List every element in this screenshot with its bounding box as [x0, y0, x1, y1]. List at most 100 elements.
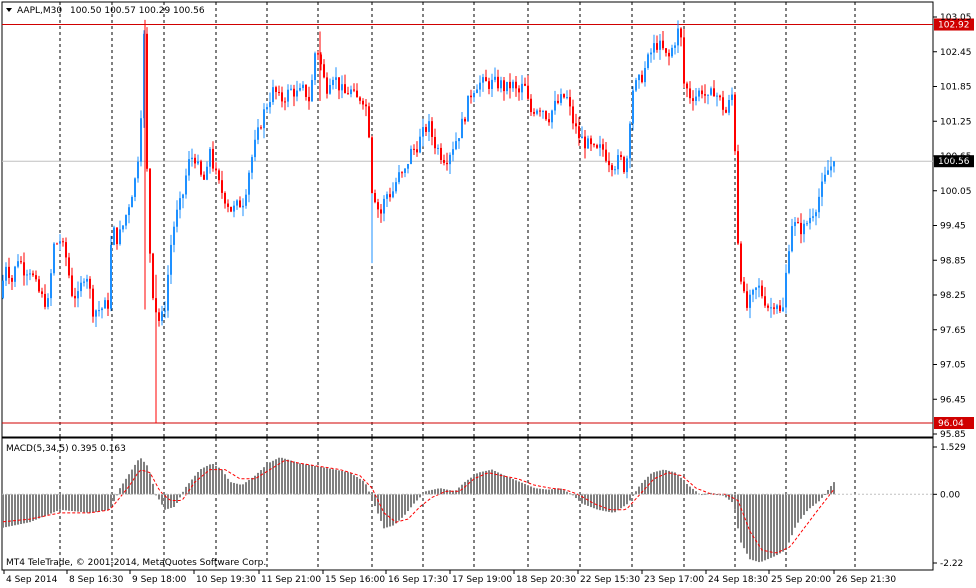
candle-body: [782, 307, 784, 312]
macd-bar: [326, 468, 328, 495]
candle-body: [662, 40, 664, 49]
macd-bar: [770, 494, 772, 558]
candle-body: [224, 192, 226, 204]
candle-body: [218, 170, 220, 181]
macd-bar: [239, 484, 241, 495]
candle-body: [17, 261, 19, 267]
macd-bar: [137, 460, 139, 495]
candle-body: [209, 148, 211, 167]
candle-body: [554, 100, 556, 111]
candle-body: [14, 266, 16, 282]
candle-body: [389, 194, 391, 198]
macd-bar: [404, 494, 406, 515]
candle-body: [731, 94, 733, 101]
macd-bar: [554, 488, 556, 495]
vertical-grid: [59, 2, 856, 437]
candle-body: [392, 191, 394, 198]
level-label-box: [934, 416, 974, 429]
candle-body: [248, 172, 250, 195]
macd-bar: [284, 458, 286, 495]
candle-body: [674, 45, 676, 48]
candle-body: [536, 110, 538, 114]
macd-bar: [143, 461, 145, 495]
candle-body: [683, 37, 685, 84]
candle-body: [755, 287, 757, 290]
macd-bar: [800, 494, 802, 519]
candle-body: [632, 90, 634, 124]
candle-body: [146, 33, 148, 169]
candle-body: [443, 159, 445, 163]
candle-body: [617, 155, 619, 170]
candle-body: [518, 88, 520, 93]
candle-body: [686, 83, 688, 89]
macd-bar: [815, 494, 817, 504]
candle-body: [827, 170, 829, 175]
bid-label: 100.56: [938, 157, 970, 167]
candle-body: [284, 101, 286, 103]
candle-body: [299, 87, 301, 91]
candle-body: [89, 278, 91, 289]
macd-bar: [737, 494, 739, 529]
ohlc-label: 100.50 100.57 100.29 100.56: [70, 6, 205, 16]
macd-bar: [689, 486, 691, 495]
candle-body: [305, 84, 307, 97]
macd-bar: [386, 494, 388, 528]
candle-body: [398, 172, 400, 183]
macd-bar: [269, 462, 271, 495]
macd-bar: [584, 494, 586, 505]
time-label: 24 Sep 18:30: [708, 575, 768, 585]
candle-body: [374, 193, 376, 203]
candle-body: [434, 136, 436, 149]
macd-bar: [329, 468, 331, 495]
macd-bar: [686, 483, 688, 495]
candle-body: [503, 80, 505, 92]
candle-body: [725, 109, 727, 113]
candle-body: [500, 80, 502, 89]
candle-body: [656, 43, 658, 50]
macd-bar: [674, 472, 676, 495]
macd-bar: [80, 494, 82, 512]
candle-body: [386, 194, 388, 199]
candle-body: [140, 118, 142, 162]
candle-body: [449, 154, 451, 165]
macd-bar: [788, 494, 790, 543]
macd-bar: [59, 494, 61, 510]
macd-bar: [743, 494, 745, 549]
candle-body: [620, 155, 622, 158]
candle-body: [110, 244, 112, 309]
macd-bar: [245, 482, 247, 495]
macd-bar: [275, 459, 277, 495]
macd-bar: [542, 489, 544, 495]
candle-body: [599, 144, 601, 148]
macd-bar: [659, 470, 661, 495]
macd-bar: [833, 482, 835, 495]
macd-tick-label: 1.529: [940, 443, 966, 453]
macd-bar: [335, 469, 337, 495]
macd-bar: [149, 473, 151, 495]
candle-body: [464, 118, 466, 122]
macd-bar: [308, 464, 310, 495]
candle-body: [701, 90, 703, 95]
macd-bar: [506, 476, 508, 495]
candle-body: [320, 54, 322, 65]
candle-body: [113, 227, 115, 245]
macd-bar: [662, 469, 664, 495]
macd-bar: [134, 464, 136, 495]
candle-body: [533, 112, 535, 114]
candle-body: [371, 137, 373, 194]
macd-bar: [74, 494, 76, 512]
price-pane[interactable]: 102.92 96.04 100.56 103.05 102.45 101.85 101.…: [1, 1, 974, 440]
price-tick-label: 98.85: [940, 256, 966, 266]
candle-body: [29, 273, 31, 275]
candle-body: [482, 77, 484, 83]
candle-body: [380, 209, 382, 214]
candle-body: [95, 310, 97, 317]
candle-body: [590, 138, 592, 145]
candle-body: [230, 206, 232, 212]
candle-body: [32, 273, 34, 276]
candle-body: [668, 52, 670, 57]
candle-body: [194, 157, 196, 164]
candle-body: [176, 209, 178, 227]
